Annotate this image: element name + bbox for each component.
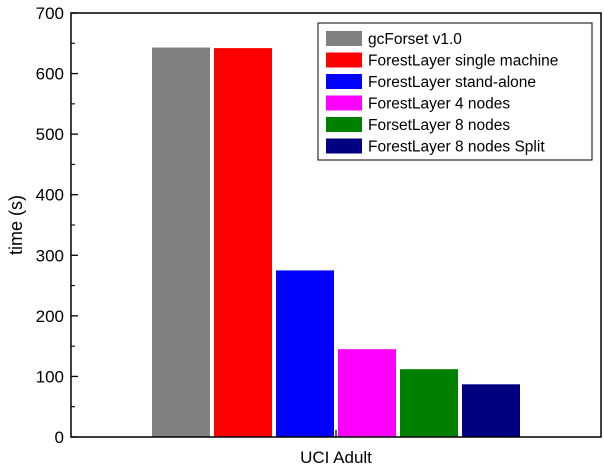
y-tick-label: 100 bbox=[36, 367, 64, 386]
legend-label: gcForset v1.0 bbox=[368, 31, 462, 48]
legend-box bbox=[317, 22, 593, 161]
y-tick-label: 700 bbox=[36, 4, 64, 23]
legend-swatch bbox=[326, 95, 362, 111]
y-tick-label: 300 bbox=[36, 246, 64, 265]
y-tick-label: 600 bbox=[36, 65, 64, 84]
legend-label: ForestLayer 4 nodes bbox=[368, 96, 510, 113]
y-tick-label: 400 bbox=[36, 186, 64, 205]
bar-4 bbox=[338, 349, 396, 437]
bars bbox=[152, 47, 520, 437]
legend-swatch bbox=[326, 138, 362, 154]
legend-swatch bbox=[326, 117, 362, 132]
legend-label: ForestLayer stand-alone bbox=[368, 74, 536, 91]
bar-3 bbox=[276, 270, 334, 437]
y-axis-ticks: 0 100 200 300 400 500 600 700 bbox=[36, 4, 78, 447]
y-tick-label: 0 bbox=[55, 428, 64, 447]
x-axis-categories: UCI Adult bbox=[300, 430, 372, 467]
bar-2 bbox=[214, 48, 272, 437]
bar-5 bbox=[400, 369, 458, 437]
y-tick-label: 200 bbox=[36, 307, 64, 326]
bar-6 bbox=[462, 384, 520, 437]
y-axis-label: time (s) bbox=[6, 195, 26, 255]
legend-swatch bbox=[326, 74, 362, 89]
legend-label: ForestLayer single machine bbox=[368, 53, 558, 70]
legend-swatch bbox=[326, 31, 362, 46]
legend-label: ForsetLayer 8 nodes bbox=[368, 117, 510, 134]
x-category-label: UCI Adult bbox=[300, 448, 372, 467]
bar-1 bbox=[152, 47, 210, 437]
legend-label: ForestLayer 8 nodes Split bbox=[368, 139, 545, 156]
legend-swatch bbox=[326, 52, 362, 68]
legend: gcForset v1.0 ForestLayer single machine F… bbox=[317, 22, 593, 161]
y-tick-label: 500 bbox=[36, 125, 64, 144]
